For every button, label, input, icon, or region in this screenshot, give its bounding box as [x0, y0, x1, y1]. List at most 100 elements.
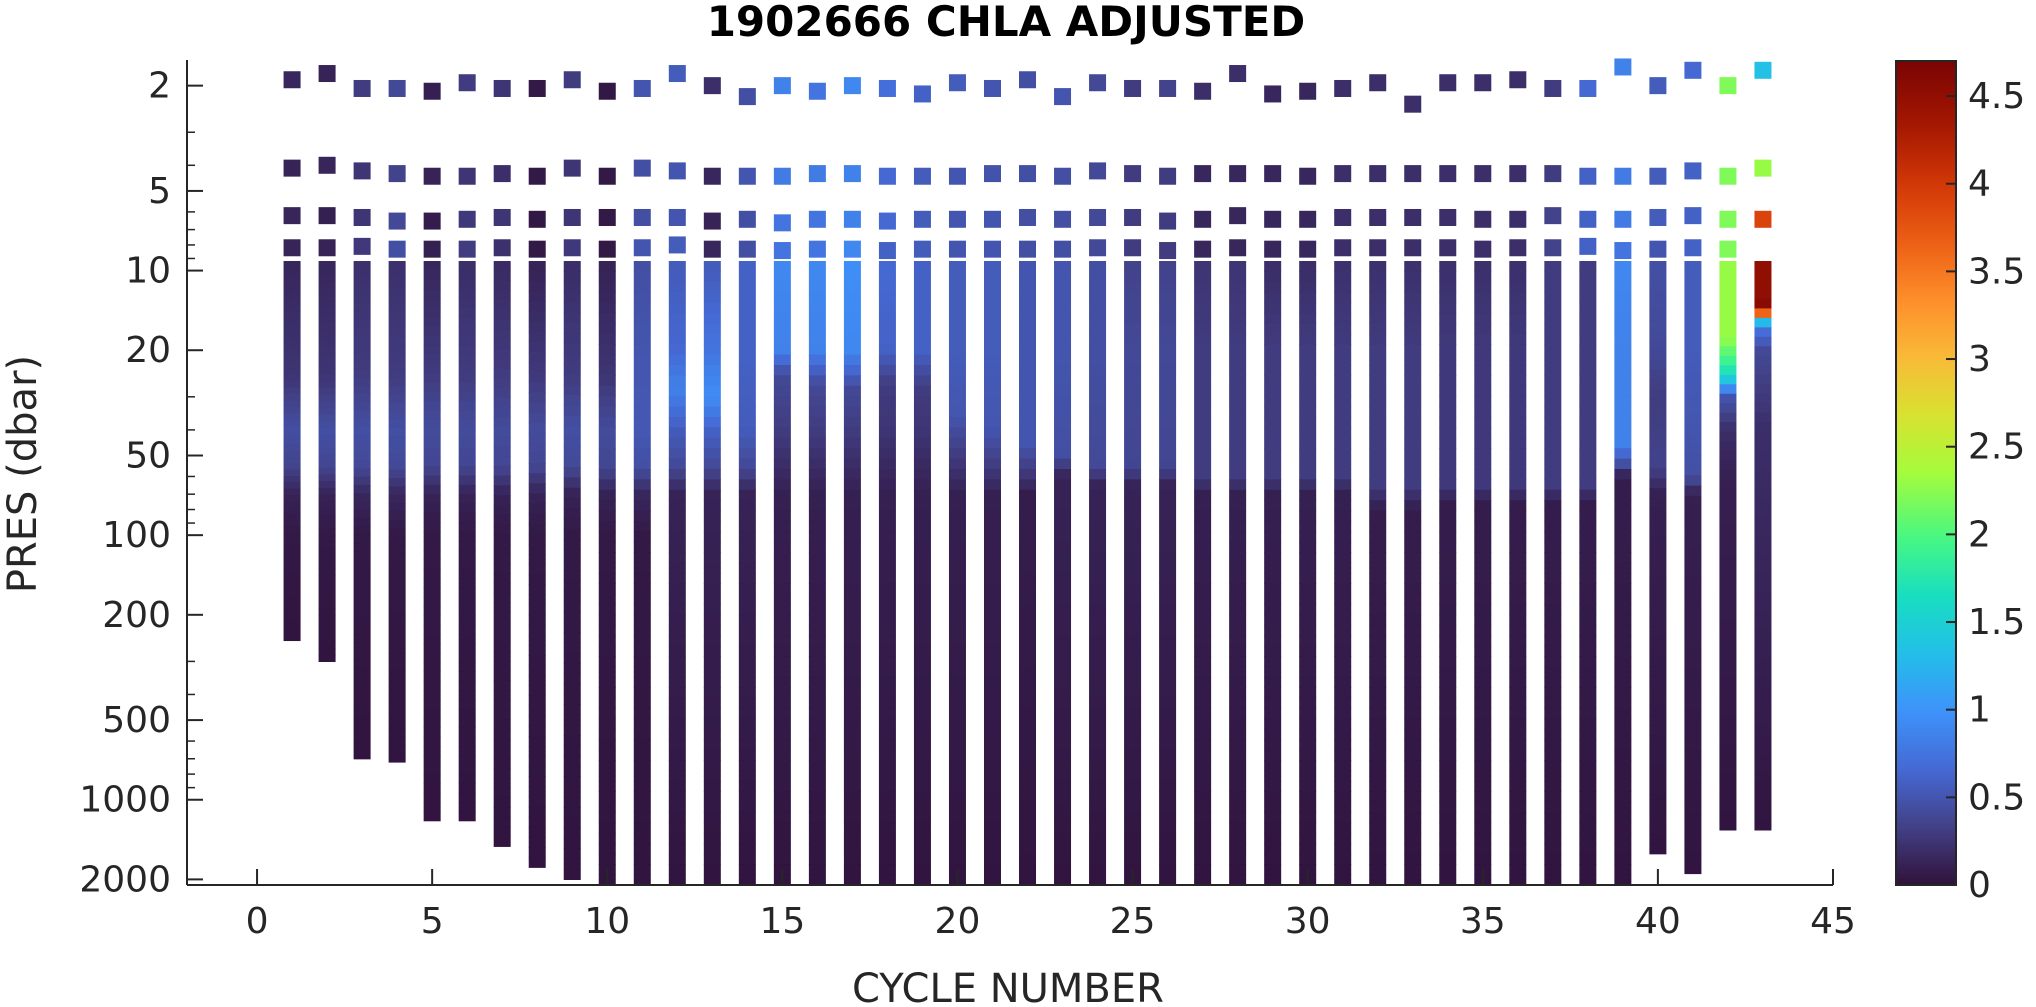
chla-point: [283, 159, 301, 177]
chla-column-segment: [598, 708, 616, 720]
chla-column-segment: [773, 676, 791, 688]
chla-column-segment: [913, 510, 931, 522]
chla-column-segment: [1509, 531, 1527, 543]
chla-column-segment: [808, 832, 826, 844]
chla-column-segment: [1579, 489, 1597, 501]
chla-column-segment: [1684, 842, 1702, 854]
chla-column-segment: [1159, 479, 1177, 491]
chla-column-segment: [1194, 697, 1212, 709]
chla-column-segment: [1614, 364, 1632, 376]
chla-column-segment: [1754, 535, 1772, 547]
chla-column-segment: [1719, 431, 1737, 442]
chla-column-segment: [703, 541, 721, 553]
chla-point: [1684, 162, 1702, 180]
chla-column-segment: [1369, 739, 1387, 751]
chla-column-segment: [528, 452, 546, 464]
chla-column-segment: [1159, 572, 1177, 584]
chla-column-segment: [1649, 389, 1667, 400]
chla-column-segment: [1194, 864, 1212, 876]
chla-column-segment: [1159, 604, 1177, 616]
chla-column-segment: [1719, 545, 1737, 556]
chla-column-segment: [1614, 260, 1632, 272]
chla-column-segment: [1299, 718, 1317, 730]
chla-point: [1124, 239, 1142, 257]
chla-column-segment: [563, 735, 581, 747]
chla-column-segment: [1019, 874, 1037, 886]
chla-column-segment: [948, 749, 966, 761]
chla-point: [1334, 165, 1352, 183]
chla-column-segment: [1159, 728, 1177, 740]
chla-column-segment: [1404, 645, 1422, 657]
chla-column-segment: [1054, 801, 1072, 813]
chla-column-segment: [1474, 739, 1492, 751]
chla-column-segment: [598, 323, 616, 335]
chla-column-segment: [948, 396, 966, 408]
chla-point: [1124, 79, 1142, 97]
profile-cycle-1: [283, 71, 301, 642]
chla-column-segment: [423, 671, 441, 682]
chla-column-segment: [1754, 384, 1772, 395]
chla-column-segment: [703, 749, 721, 761]
chla-column-segment: [388, 453, 406, 462]
chla-column-segment: [948, 531, 966, 543]
chla-column-segment: [563, 693, 581, 705]
chla-column-segment: [948, 260, 966, 272]
chla-column-segment: [318, 367, 336, 376]
chla-column-segment: [1474, 749, 1492, 761]
chla-column-segment: [353, 642, 371, 652]
chla-column-segment: [318, 287, 336, 295]
chla-column-segment: [1509, 635, 1527, 647]
chla-column-segment: [423, 344, 441, 355]
chla-column-segment: [948, 812, 966, 824]
chla-column-segment: [1509, 864, 1527, 876]
chla-column-segment: [1124, 801, 1142, 813]
chla-point: [1334, 239, 1352, 257]
chla-column-segment: [843, 375, 861, 387]
chla-column-segment: [948, 458, 966, 470]
chla-point: [948, 167, 966, 185]
chla-column-segment: [1579, 552, 1597, 564]
chla-column-segment: [1089, 292, 1107, 304]
chla-point: [843, 77, 861, 95]
chla-column-segment: [1404, 406, 1422, 418]
chla-column-segment: [843, 458, 861, 470]
chla-column-segment: [283, 368, 301, 376]
chla-point: [1124, 208, 1142, 226]
chla-column-segment: [1194, 375, 1212, 387]
profile-cycle-32: [1369, 74, 1387, 886]
chla-column-segment: [913, 656, 931, 668]
chla-column-segment: [738, 437, 756, 449]
chla-column-segment: [1159, 739, 1177, 751]
chla-column-segment: [1229, 645, 1247, 657]
chla-point: [1124, 165, 1142, 183]
chla-column-segment: [1614, 635, 1632, 647]
chla-column-segment: [1544, 302, 1562, 314]
chla-column-segment: [1229, 354, 1247, 366]
chla-column-segment: [1334, 780, 1352, 792]
chla-column-segment: [528, 604, 546, 616]
chla-column-segment: [1369, 656, 1387, 668]
chla-column-segment: [1579, 312, 1597, 324]
chla-column-segment: [1649, 340, 1667, 351]
chla-column-segment: [1159, 520, 1177, 532]
chla-column-segment: [773, 645, 791, 657]
chla-column-segment: [1404, 572, 1422, 584]
chla-column-segment: [1124, 292, 1142, 304]
chla-column-segment: [283, 482, 301, 490]
chla-column-segment: [668, 312, 686, 324]
chla-point: [633, 79, 651, 97]
chla-column-segment: [983, 552, 1001, 564]
chla-point: [1649, 208, 1667, 226]
chla-column-segment: [738, 375, 756, 387]
chla-column-segment: [948, 292, 966, 304]
chla-column-segment: [1579, 281, 1597, 293]
chla-column-segment: [493, 426, 511, 438]
chla-column-segment: [808, 344, 826, 356]
chla-column-segment: [1019, 562, 1037, 574]
chla-column-segment: [913, 385, 931, 397]
chla-column-segment: [1684, 352, 1702, 364]
chla-column-segment: [563, 848, 581, 860]
chla-column-segment: [388, 503, 406, 513]
chla-column-segment: [1439, 572, 1457, 584]
chla-column-segment: [738, 614, 756, 626]
